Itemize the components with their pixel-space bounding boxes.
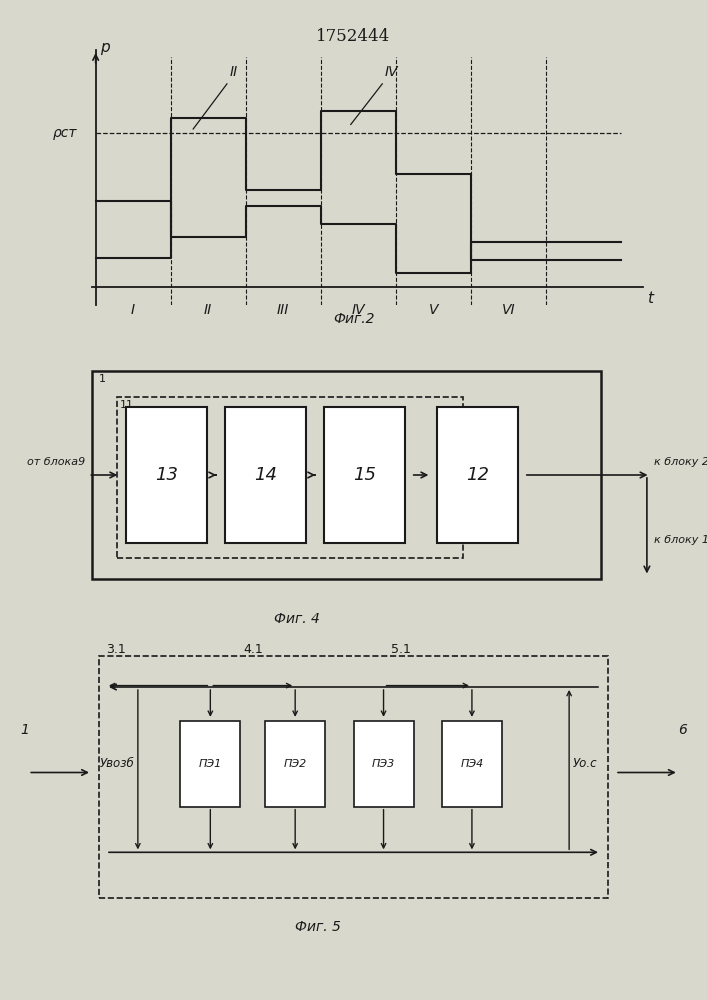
- Text: 13: 13: [155, 466, 178, 484]
- Text: ПЭ4: ПЭ4: [460, 759, 484, 769]
- Text: Уо.с: Уо.с: [573, 757, 597, 770]
- Text: к блоку 10: к блоку 10: [654, 535, 707, 545]
- Text: VI: VI: [501, 303, 515, 317]
- Text: 1: 1: [21, 723, 29, 737]
- Text: 4.1: 4.1: [243, 643, 262, 656]
- Text: II: II: [204, 303, 212, 317]
- Bar: [126, 407, 207, 543]
- Text: V: V: [428, 303, 438, 317]
- Text: Фиг. 5: Фиг. 5: [296, 920, 341, 934]
- Text: IV: IV: [385, 65, 398, 79]
- Bar: [437, 407, 518, 543]
- Bar: [354, 721, 414, 807]
- Text: 5.1: 5.1: [390, 643, 411, 656]
- Text: II: II: [229, 65, 238, 79]
- Text: 1: 1: [99, 374, 106, 384]
- Text: ПЭ2: ПЭ2: [284, 759, 307, 769]
- Text: 12: 12: [466, 466, 489, 484]
- Text: p: p: [100, 40, 110, 55]
- Text: III: III: [277, 303, 289, 317]
- Text: ПЭ1: ПЭ1: [199, 759, 222, 769]
- Text: t: t: [647, 291, 653, 306]
- Bar: [265, 721, 325, 807]
- Bar: [180, 721, 240, 807]
- Text: Увозб: Увозб: [100, 757, 134, 770]
- Text: ρст: ρст: [52, 126, 77, 140]
- Text: к блоку 2: к блоку 2: [654, 457, 707, 467]
- Text: 1752444: 1752444: [316, 28, 391, 45]
- Text: 14: 14: [254, 466, 277, 484]
- Text: I: I: [131, 303, 135, 317]
- Text: IV: IV: [351, 303, 365, 317]
- Bar: [442, 721, 502, 807]
- Text: 11: 11: [120, 400, 134, 410]
- Bar: [99, 656, 608, 898]
- Bar: [117, 397, 463, 558]
- Bar: [92, 371, 601, 579]
- Text: 15: 15: [353, 466, 376, 484]
- Bar: [225, 407, 306, 543]
- Text: Фиг. 4: Фиг. 4: [274, 612, 320, 626]
- Text: Фиг.2: Фиг.2: [333, 312, 374, 326]
- Text: ПЭ3: ПЭ3: [372, 759, 395, 769]
- Bar: [324, 407, 405, 543]
- Text: от блока9: от блока9: [27, 457, 85, 467]
- Text: 6: 6: [678, 723, 686, 737]
- Text: 3.1: 3.1: [106, 643, 126, 656]
